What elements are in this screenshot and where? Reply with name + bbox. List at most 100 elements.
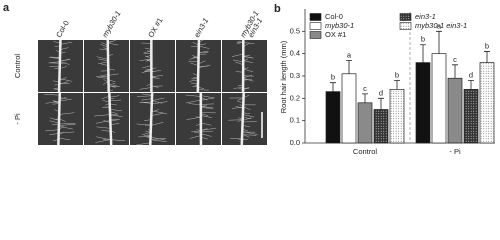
- root-hair: [109, 95, 120, 98]
- root-hair: [59, 123, 76, 126]
- root-hair: [243, 125, 250, 128]
- root-hair: [44, 94, 60, 96]
- bar: [415, 62, 431, 144]
- root-hair: [139, 87, 152, 90]
- row-label: - Pi: [13, 113, 22, 125]
- root-hair: [243, 114, 255, 118]
- root-hair: [59, 126, 73, 130]
- figure: a b Root hair length (mm) Col-0 myb30-1 OX…: [3, 2, 495, 156]
- root-hair: [243, 78, 254, 82]
- root-hair: [136, 95, 153, 97]
- root-hair: [98, 58, 108, 61]
- root: [57, 92, 62, 146]
- root-hair: [109, 109, 122, 112]
- root-hair: [191, 131, 201, 134]
- root-hair: [233, 87, 244, 89]
- root: [57, 39, 62, 93]
- significance-letter: b: [485, 41, 489, 50]
- legend-swatch: [399, 13, 412, 21]
- root-hair: [96, 56, 108, 60]
- root-hair: [152, 100, 163, 104]
- root-hair: [60, 47, 69, 50]
- root-hair: [101, 129, 110, 132]
- significance-letter: c: [453, 55, 457, 64]
- root-hair: [48, 56, 61, 60]
- root-hair: [200, 95, 215, 99]
- root-hair: [243, 129, 248, 132]
- error-bar: [468, 80, 474, 90]
- error-bar: [378, 97, 384, 110]
- root-hair: [60, 61, 70, 65]
- root-hair: [185, 94, 201, 97]
- error-bar: [394, 80, 400, 90]
- x-tick-label: - Pi: [449, 147, 461, 156]
- legend-label: OX #1: [325, 30, 346, 39]
- root-hair: [200, 115, 212, 118]
- root-hair: [186, 99, 201, 104]
- root-hair: [186, 116, 201, 120]
- legend-label: myb30-1 ein3-1: [415, 21, 467, 30]
- error-bar: [420, 44, 426, 63]
- root-hair: [98, 61, 108, 64]
- error-bar: [484, 51, 490, 63]
- error-bar: [346, 59, 352, 74]
- root-hair: [95, 74, 108, 78]
- significance-letter: a: [437, 21, 442, 30]
- y-tick-label: 0.4: [290, 49, 300, 58]
- y-axis-label: Root hair length (mm): [279, 40, 288, 113]
- root-hair: [200, 97, 215, 101]
- root-hair: [60, 59, 71, 62]
- significance-letter: b: [331, 73, 335, 82]
- significance-letter: c: [363, 84, 367, 93]
- legend-label: Col-0: [325, 12, 343, 21]
- root-hair: [243, 74, 253, 79]
- root-hair: [101, 95, 110, 100]
- root-hair: [200, 127, 217, 131]
- root-hair: [152, 113, 164, 116]
- root-hair: [152, 110, 168, 114]
- significance-letter: a: [347, 50, 352, 59]
- micrograph: [176, 93, 221, 145]
- legend-swatch: [309, 13, 322, 21]
- root-hair: [45, 101, 60, 104]
- error-bar: [436, 30, 442, 54]
- error-bar: [452, 64, 458, 79]
- bar: [357, 102, 373, 144]
- row-label: Control: [13, 54, 22, 79]
- root-hair: [103, 79, 108, 83]
- root-hair: [189, 135, 201, 139]
- bar: [463, 89, 479, 144]
- root-hair: [188, 103, 201, 106]
- root-hair: [142, 65, 152, 69]
- micrograph: [84, 93, 129, 145]
- root-hair: [243, 55, 254, 59]
- bar: [325, 91, 341, 144]
- legend-swatch: [309, 31, 322, 39]
- column-label: OX #1: [146, 16, 164, 39]
- column-label: myb30-1: [100, 9, 122, 39]
- root-hair: [200, 133, 212, 137]
- root-hair: [231, 106, 244, 109]
- root-hair: [95, 139, 110, 143]
- root-hair: [45, 129, 60, 132]
- root-hair: [243, 134, 257, 136]
- x-tick-label: Control: [353, 147, 378, 156]
- column-label: ein3-1: [192, 16, 210, 39]
- significance-letter: d: [469, 70, 473, 79]
- root-hair: [152, 109, 159, 113]
- root-hair: [59, 123, 76, 125]
- y-tick-label: 0.5: [290, 26, 300, 35]
- root-hair: [60, 41, 73, 45]
- root-hair: [107, 42, 119, 46]
- root-hair: [93, 114, 110, 117]
- root-hair: [59, 132, 64, 135]
- root: [148, 92, 154, 146]
- root-hair: [102, 100, 110, 103]
- root-hair: [97, 77, 108, 79]
- root-hair: [139, 58, 152, 62]
- root-hair: [243, 68, 253, 72]
- bar: [479, 62, 495, 144]
- root-hair: [60, 66, 67, 69]
- panel-letter: b: [274, 3, 281, 15]
- root-hair: [59, 118, 66, 122]
